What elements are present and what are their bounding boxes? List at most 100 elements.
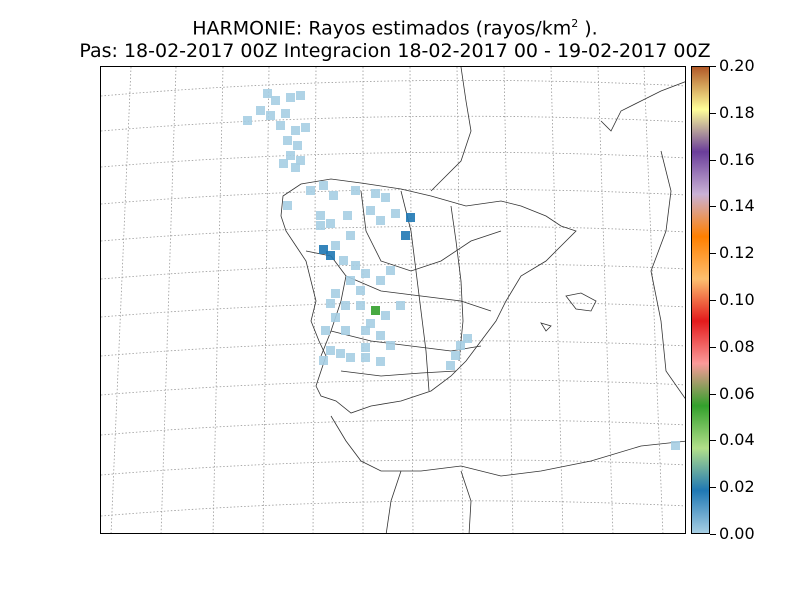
lightning-cell <box>401 231 410 240</box>
lightning-cell <box>331 289 340 298</box>
lightning-cell <box>316 221 325 230</box>
graticule <box>101 67 685 533</box>
lightning-cell <box>361 326 370 335</box>
colorbar-label: 0.20 <box>719 56 755 75</box>
lightning-cell <box>319 181 328 190</box>
colorbar-label: 0.06 <box>719 384 755 403</box>
lightning-cell <box>321 326 330 335</box>
colorbar-label: 0.08 <box>719 337 755 356</box>
colorbar-tick <box>710 534 716 535</box>
colorbar-tick <box>710 206 716 207</box>
lightning-cell <box>276 121 285 130</box>
lightning-cell <box>341 326 350 335</box>
lightning-cell <box>336 349 345 358</box>
lightning-cell <box>371 306 380 315</box>
lightning-cell <box>319 356 328 365</box>
colorbar-tick <box>710 440 716 441</box>
lightning-cell <box>286 151 295 160</box>
lightning-cell <box>386 341 395 350</box>
lightning-cell <box>351 261 360 270</box>
lightning-cell <box>286 93 295 102</box>
lightning-cell <box>346 353 355 362</box>
lightning-cell <box>263 89 272 98</box>
lightning-cell <box>386 266 395 275</box>
lightning-cell <box>451 351 460 360</box>
lightning-cell <box>326 299 335 308</box>
map-svg <box>101 67 685 533</box>
title-line-2: Pas: 18-02-2017 00Z Integracion 18-02-20… <box>79 40 711 63</box>
colorbar-tick <box>710 347 716 348</box>
lightning-density-cells <box>243 89 680 450</box>
lightning-cell <box>671 441 680 450</box>
lightning-cell <box>316 211 325 220</box>
lightning-cell <box>456 341 465 350</box>
lightning-cell <box>446 361 455 370</box>
lightning-cell <box>283 136 292 145</box>
lightning-cell <box>361 343 370 352</box>
lightning-cell <box>376 331 385 340</box>
lightning-cell <box>381 193 390 202</box>
lightning-cell <box>351 186 360 195</box>
map-title: HARMONIE: Rayos estimados (rayos/km2 ). … <box>0 12 790 63</box>
lightning-cell <box>331 313 340 322</box>
lightning-cell <box>326 251 335 260</box>
lightning-cell <box>281 109 290 118</box>
lightning-cell <box>463 334 472 343</box>
lightning-cell <box>256 106 265 115</box>
colorbar-tick <box>710 394 716 395</box>
lightning-cell <box>346 231 355 240</box>
lightning-cell <box>271 96 280 105</box>
lightning-cell <box>339 256 348 265</box>
colorbar-tick <box>710 300 716 301</box>
lightning-cell <box>243 116 252 125</box>
lightning-cell <box>301 123 310 132</box>
lightning-cell <box>361 353 370 362</box>
title-line-1: HARMONIE: Rayos estimados (rayos/km2 ). <box>192 17 598 40</box>
colorbar-tick <box>710 487 716 488</box>
colorbar-label: 0.10 <box>719 290 755 309</box>
lightning-cell <box>296 156 305 165</box>
lightning-cell <box>376 276 385 285</box>
lightning-cell <box>391 209 400 218</box>
lightning-cell <box>366 206 375 215</box>
colorbar-tick <box>710 160 716 161</box>
lightning-cell <box>361 269 370 278</box>
lightning-cell <box>306 186 315 195</box>
lightning-cell <box>296 91 305 100</box>
colorbar-label: 0.04 <box>719 430 755 449</box>
colorbar-tick <box>710 113 716 114</box>
lightning-cell <box>279 159 288 168</box>
lightning-cell <box>291 163 300 172</box>
lightning-cell <box>356 286 365 295</box>
lightning-cell <box>343 211 352 220</box>
lightning-cell <box>376 216 385 225</box>
lightning-cell <box>329 191 338 200</box>
lightning-cell <box>341 301 350 310</box>
lightning-cell <box>406 213 415 222</box>
colorbar-label: 0.02 <box>719 477 755 496</box>
colorbar-label: 0.12 <box>719 243 755 262</box>
colorbar-label: 0.16 <box>719 150 755 169</box>
lightning-cell <box>283 201 292 210</box>
lightning-cell <box>371 189 380 198</box>
lightning-cell <box>266 111 275 120</box>
colorbar-label: 0.18 <box>719 103 755 122</box>
colorbar-tick <box>710 66 716 67</box>
lightning-cell <box>326 219 335 228</box>
lightning-cell <box>396 301 405 310</box>
colorbar-label: 0.00 <box>719 524 755 543</box>
lightning-cell <box>356 301 365 310</box>
colorbar-label: 0.14 <box>719 196 755 215</box>
lightning-cell <box>346 276 355 285</box>
lightning-cell <box>319 245 328 254</box>
lightning-cell <box>366 319 375 328</box>
colorbar-tick <box>710 253 716 254</box>
lightning-cell <box>293 141 302 150</box>
map-panel <box>100 66 686 534</box>
lightning-cell <box>376 357 385 366</box>
lightning-cell <box>331 241 340 250</box>
colorbar <box>691 66 710 534</box>
lightning-cell <box>291 126 300 135</box>
lightning-cell <box>326 346 335 355</box>
coastline-and-borders <box>280 67 685 533</box>
